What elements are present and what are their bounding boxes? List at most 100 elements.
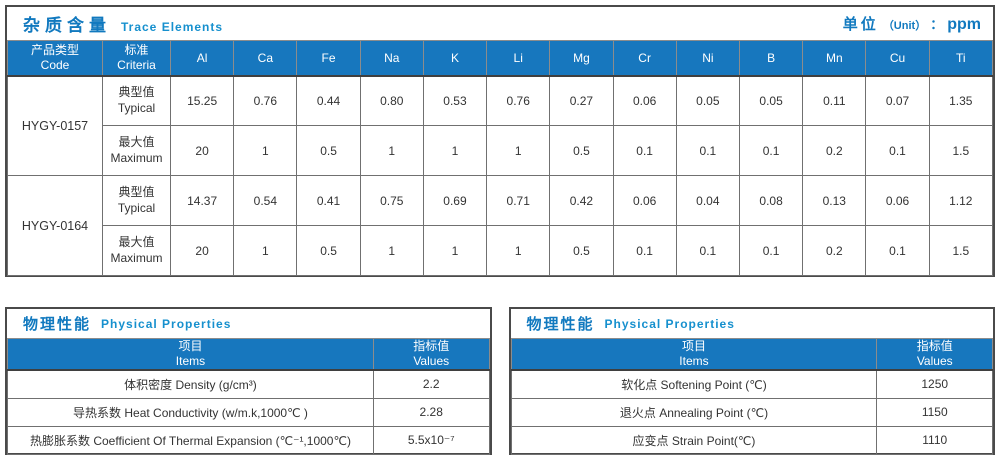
property-value-cell: 1110 — [876, 425, 993, 455]
physical-right-title-band: 物理性能 Physical Properties — [511, 309, 994, 338]
element-value-cell: 0.06 — [612, 175, 677, 226]
element-value-cell: 1 — [359, 125, 424, 176]
element-value-cell: 0.41 — [296, 175, 361, 226]
table-row: 体积密度 Density (g/cm³) 2.2 — [7, 369, 490, 399]
table-row: 最大值 Maximum 20 1 0.5 1 1 1 0.5 0.1 0.1 0… — [8, 225, 994, 276]
physical-right-table: 项目 Items 指标值 Values 软化点 Softening Point … — [510, 338, 994, 455]
criteria-cell: 最大值 Maximum — [102, 125, 171, 176]
element-value-cell: 1.5 — [928, 225, 994, 276]
element-value-cell: 1 — [233, 125, 298, 176]
element-value-cell: 0.44 — [296, 75, 361, 126]
physical-left-title-en: Physical Properties — [101, 316, 232, 331]
unit-value: ppm — [947, 16, 981, 33]
element-value-cell: 0.1 — [865, 125, 930, 176]
criteria-cell: 典型值 Typical — [102, 175, 171, 226]
table-row: 软化点 Softening Point (℃) 1250 — [510, 369, 993, 399]
product-code-cell: HYGY-0157 — [7, 75, 103, 176]
table-row: 热膨胀系数 Coefficient Of Thermal Expansion (… — [7, 425, 490, 455]
physical-left-title-zh: 物理性能 — [23, 316, 92, 333]
element-value-cell: 0.42 — [549, 175, 614, 226]
element-value-cell: 0.71 — [486, 175, 551, 226]
trace-elements-panel: 杂质含量 Trace Elements 单位 （Unit） ： ppm 产品类型… — [5, 5, 995, 277]
table-row: HYGY-0157 典型值 Typical 15.25 0.76 0.44 0.… — [7, 75, 994, 176]
element-value-cell: 0.08 — [738, 175, 804, 226]
criteria-cell: 典型值 Typical — [102, 75, 171, 126]
element-value-cell: 0.69 — [422, 175, 488, 226]
physical-right-title-zh: 物理性能 — [526, 316, 595, 333]
element-value-cell: 0.11 — [802, 75, 867, 126]
property-value-cell: 1150 — [876, 397, 993, 427]
trace-title-band: 杂质含量 Trace Elements 单位 （Unit） ： ppm — [7, 7, 993, 40]
physical-right-header-row: 项目 Items 指标值 Values — [510, 338, 993, 371]
col-header-criteria: 标准 Criteria — [102, 40, 171, 77]
table-row: 导热系数 Heat Conductivity (w/m.k,1000℃ ) 2.… — [7, 397, 490, 427]
col-header-element: Li — [486, 40, 551, 77]
element-value-cell: 1 — [359, 225, 424, 276]
element-value-cell: 0.27 — [549, 75, 614, 126]
element-value-cell: 0.76 — [486, 75, 551, 126]
element-value-cell: 15.25 — [169, 75, 235, 126]
property-item-cell: 体积密度 Density (g/cm³) — [7, 369, 374, 399]
element-value-cell: 20 — [169, 225, 235, 276]
table-row: HYGY-0164 典型值 Typical 14.37 0.54 0.41 0.… — [7, 175, 994, 276]
physical-properties-row: 物理性能 Physical Properties 项目 Items 指标值 Va… — [5, 307, 995, 455]
element-value-cell: 0.5 — [549, 125, 614, 176]
col-header-element: Ti — [928, 40, 994, 77]
element-value-cell: 1.35 — [928, 75, 994, 126]
property-value-cell: 2.2 — [372, 369, 490, 399]
property-item-cell: 热膨胀系数 Coefficient Of Thermal Expansion (… — [7, 425, 374, 455]
property-item-cell: 退火点 Annealing Point (℃) — [510, 397, 878, 427]
element-value-cell: 0.13 — [802, 175, 867, 226]
element-value-cell: 0.80 — [359, 75, 424, 126]
element-value-cell: 0.04 — [675, 175, 740, 226]
element-value-cell: 0.53 — [422, 75, 488, 126]
element-value-cell: 0.5 — [296, 225, 361, 276]
physical-right-title-en: Physical Properties — [604, 316, 735, 331]
col-header-code: 产品类型 Code — [7, 40, 103, 77]
unit-label-zh: 单位 — [842, 16, 879, 33]
element-value-cell: 14.37 — [169, 175, 235, 226]
element-value-cell: 0.1 — [612, 125, 677, 176]
unit-label: 单位 （Unit） ： ppm — [843, 13, 981, 34]
physical-left-table: 项目 Items 指标值 Values 体积密度 Density (g/cm³)… — [7, 338, 490, 455]
element-value-cell: 0.06 — [865, 175, 930, 226]
col-header-element: B — [738, 40, 804, 77]
element-value-cell: 0.5 — [549, 225, 614, 276]
element-value-cell: 20 — [169, 125, 235, 176]
physical-left-header-row: 项目 Items 指标值 Values — [7, 338, 490, 371]
table-row: 最大值 Maximum 20 1 0.5 1 1 1 0.5 0.1 0.1 0… — [8, 125, 994, 176]
product-code-cell: HYGY-0164 — [7, 175, 103, 276]
element-value-cell: 0.76 — [233, 75, 298, 126]
element-value-cell: 1 — [422, 125, 488, 176]
criteria-cell: 最大值 Maximum — [102, 225, 171, 276]
col-header-element: Mn — [802, 40, 867, 77]
element-value-cell: 0.54 — [233, 175, 298, 226]
col-header-values: 指标值 Values — [372, 338, 490, 371]
trace-title-en: Trace Elements — [121, 20, 224, 34]
col-header-element: Al — [169, 40, 235, 77]
col-header-element: Ni — [675, 40, 740, 77]
element-value-cell: 1 — [486, 125, 551, 176]
element-value-cell: 0.1 — [675, 225, 740, 276]
element-value-cell: 0.5 — [296, 125, 361, 176]
element-value-cell: 0.1 — [612, 225, 677, 276]
col-header-element: Fe — [296, 40, 361, 77]
table-row: 应变点 Strain Point(℃) 1110 — [510, 425, 993, 455]
col-header-element: Ca — [233, 40, 298, 77]
col-header-element: Cr — [612, 40, 677, 77]
physical-properties-panel-right: 物理性能 Physical Properties 项目 Items 指标值 Va… — [508, 307, 995, 455]
element-value-cell: 0.05 — [675, 75, 740, 126]
element-value-cell: 0.05 — [738, 75, 804, 126]
property-item-cell: 软化点 Softening Point (℃) — [510, 369, 878, 399]
element-value-cell: 0.1 — [738, 225, 804, 276]
element-value-cell: 1 — [422, 225, 488, 276]
table-row: 退火点 Annealing Point (℃) 1150 — [510, 397, 993, 427]
property-value-cell: 1250 — [876, 369, 993, 399]
unit-colon: ： — [930, 17, 944, 32]
element-value-cell: 1 — [233, 225, 298, 276]
element-value-cell: 0.2 — [802, 125, 867, 176]
trace-title: 杂质含量 Trace Elements — [23, 11, 223, 36]
element-value-cell: 0.07 — [865, 75, 930, 126]
col-header-items: 项目 Items — [7, 338, 374, 371]
property-value-cell: 2.28 — [372, 397, 490, 427]
